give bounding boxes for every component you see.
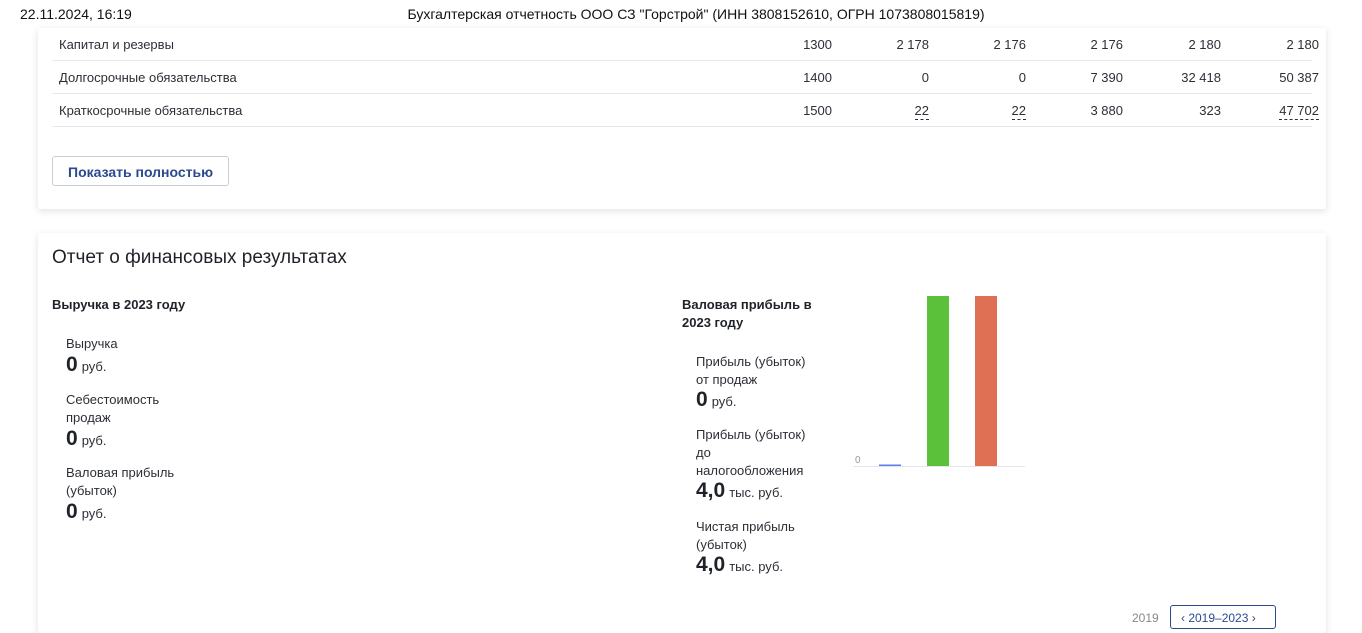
row-value-link[interactable]: 22 (842, 103, 929, 120)
metric-unit: руб. (711, 394, 737, 409)
chart-bar[interactable] (975, 296, 997, 466)
row-name: Краткосрочные обязательства (59, 103, 243, 118)
print-header: 22.11.2024, 16:19 Бухгалтерская отчетнос… (0, 0, 1362, 28)
y-tick-label: 0 (855, 455, 861, 466)
row-value: 32 418 (1181, 70, 1221, 85)
metric-value: 0 руб. (66, 500, 106, 524)
value-link[interactable]: 47 702 (1279, 103, 1319, 120)
row-code: 1400 (803, 70, 832, 85)
metric-unit: руб. (81, 433, 107, 448)
row-value: 2 176 (993, 37, 1026, 52)
metric-label: Прибыль (убыток) до налогообложения (696, 427, 806, 478)
metric-number: 0 (66, 427, 78, 450)
profit-bar-chart: 0 (853, 296, 1025, 467)
show-full-button[interactable]: Показать полностью (52, 156, 230, 186)
metric-number: 0 (696, 388, 708, 411)
chart-bar[interactable] (879, 464, 901, 467)
pager-label: 2019 (1132, 611, 1159, 625)
row-value: 2 176 (1090, 37, 1123, 52)
revenue-block-title: Выручка в 2023 году (52, 297, 186, 312)
metric-value: 4,0 тыс. руб. (696, 479, 783, 503)
row-value: 50 387 (1279, 70, 1319, 85)
row-value: 2 180 (1286, 37, 1319, 52)
metric-label: Чистая прибыль (убыток) (696, 519, 795, 552)
balance-card: Капитал и резервы 1300 2 178 2 176 2 176… (38, 28, 1326, 209)
metric-value: 0 руб. (696, 388, 736, 412)
row-value: 2 180 (1188, 37, 1221, 52)
row-value-link[interactable]: 22 (939, 103, 1026, 120)
row-value: 0 (921, 70, 929, 85)
row-value-link[interactable]: 47 702 (1231, 103, 1319, 120)
financial-results-card: Отчет о финансовых результатах Выручка в… (38, 233, 1326, 633)
chart-bar[interactable] (927, 296, 949, 466)
value-link[interactable]: 22 (1011, 103, 1026, 120)
metric-label: Прибыль (убыток) от продаж (696, 354, 806, 387)
metric-unit: тыс. руб. (729, 559, 784, 574)
metric-label: Валовая прибыль (убыток) (66, 465, 175, 498)
row-value: 7 390 (1090, 70, 1123, 85)
metric-number: 4,0 (696, 553, 726, 576)
table-row: Краткосрочные обязательства 1500 22 22 3… (52, 94, 1319, 127)
value-link[interactable]: 22 (914, 103, 929, 120)
row-name: Капитал и резервы (59, 37, 174, 52)
metric-label: Выручка (66, 336, 118, 351)
profit-block-title: Валовая прибыль в 2023 году (682, 297, 812, 330)
metric-unit: руб. (81, 359, 107, 374)
row-value: 323 (1199, 103, 1221, 118)
metric-value: 4,0 тыс. руб. (696, 553, 783, 577)
print-datetime: 22.11.2024, 16:19 (20, 6, 132, 22)
metric-value: 0 руб. (66, 427, 106, 451)
row-code: 1500 (803, 103, 832, 118)
metric-unit: руб. (81, 506, 107, 521)
metric-number: 0 (66, 353, 78, 376)
metric-number: 4,0 (696, 479, 726, 502)
row-value: 0 (1018, 70, 1026, 85)
print-title: Бухгалтерская отчетность ООО СЗ "Горстро… (407, 6, 985, 22)
row-code: 1300 (803, 37, 832, 52)
row-value: 2 178 (896, 37, 929, 52)
metric-number: 0 (66, 500, 78, 523)
section-title: Отчет о финансовых результатах (52, 247, 347, 268)
metric-value: 0 руб. (66, 353, 106, 377)
metric-label: Себестоимость продаж (66, 392, 160, 425)
metric-unit: тыс. руб. (729, 485, 784, 500)
year-range-button[interactable]: ‹ 2019–2023 › (1170, 605, 1276, 629)
row-name: Долгосрочные обязательства (59, 70, 237, 85)
table-row: Долгосрочные обязательства 1400 0 0 7 39… (52, 61, 1319, 94)
row-value: 3 880 (1090, 103, 1123, 118)
table-row: Капитал и резервы 1300 2 178 2 176 2 176… (52, 28, 1319, 61)
